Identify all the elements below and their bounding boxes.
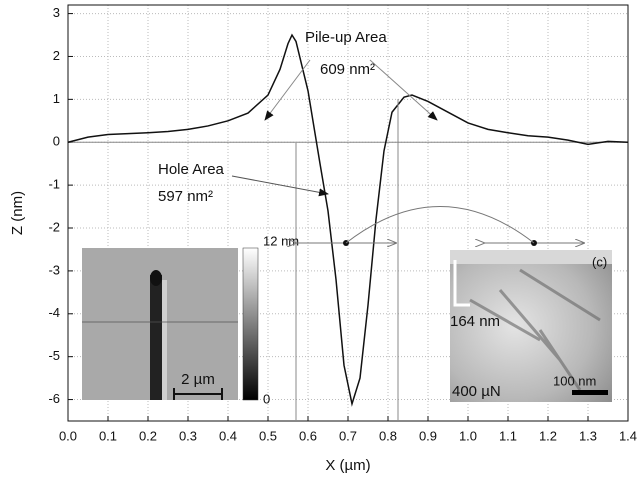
x-tick-label: 0.1 [99,428,117,443]
scale-label: 100 nm [553,373,596,388]
annotation: 609 nm² [320,61,375,78]
colorbar-max: 12 nm [263,233,299,248]
y-tick-label: -1 [48,177,60,192]
x-tick-label: 0.0 [59,428,77,443]
x-tick-label: 1.2 [539,428,557,443]
annotation: 597 nm² [158,188,213,205]
x-tick-label: 1.4 [619,428,637,443]
annotation: Pile-up Area [305,29,387,46]
x-tick-label: 0.9 [419,428,437,443]
y-tick-label: -5 [48,348,60,363]
panel-label: (c) [592,254,607,269]
plot [67,33,629,407]
tem-inset: (c) 164 nm 400 µN 100 nm [450,250,612,402]
x-tick-label: 1.1 [499,428,517,443]
load-label: 400 µN [452,383,501,400]
annotation: Hole Area [158,161,225,178]
grid: 0.0 0.1 0.2 0.3 0.4 0.5 0.6 0.7 0.8 0.9 1.0 1.1 1.2 1… [48,4,637,443]
afm-inset: 12 nm 0 2 µm [82,233,299,406]
scale-label: 2 µm [181,371,215,388]
y-tick-label: -3 [48,262,60,277]
y-tick-label: 3 [53,5,60,20]
y-tick-label: -6 [48,391,60,406]
x-tick-label: 1.0 [459,428,477,443]
y-tick-label: 2 [53,48,60,63]
line-series [67,33,629,407]
plot-frame [67,4,629,422]
annotation-arrows [231,59,584,246]
x-tick-label: 0.6 [299,428,317,443]
y-tick-label: 1 [53,91,60,106]
y-tick-label: -2 [48,219,60,234]
y-tick-label: 0 [53,134,60,149]
x-tick-label: 0.4 [219,428,237,443]
colorbar-min: 0 [263,391,270,406]
y-tick-label: -4 [48,305,60,320]
x-tick-label: 0.5 [259,428,277,443]
x-axis-label: X (µm) [325,457,370,474]
x-tick-label: 1.3 [579,428,597,443]
x-tick-label: 0.7 [339,428,357,443]
x-tick-label: 0.2 [139,428,157,443]
x-tick-label: 0.8 [379,428,397,443]
depth-label: 164 nm [450,313,500,330]
x-tick-label: 0.3 [179,428,197,443]
y-axis-label: Z (nm) [9,191,26,235]
